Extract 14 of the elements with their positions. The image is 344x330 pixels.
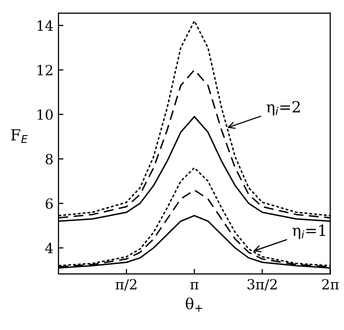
x-tick-label: 2π: [322, 279, 339, 290]
y-tick-label: 12: [38, 64, 52, 76]
x-tick-label: π: [190, 282, 198, 290]
annotation: η$_{i}$=1: [292, 224, 326, 240]
y-tick-label: 8: [46, 154, 53, 164]
y-tick-label: 10: [38, 109, 53, 120]
y-tick-label: 6: [46, 198, 53, 209]
y-tick-label: 4: [45, 242, 53, 254]
annotation: η$_{i}$=2: [266, 101, 300, 116]
x-tick-label: π/2: [116, 279, 136, 291]
y-tick-label: 14: [38, 20, 53, 31]
x-tick-label: 3π/2: [248, 279, 277, 291]
x-axis-title: θ$_{+}$: [186, 297, 202, 312]
y-axis-title: F$_{E}$: [11, 129, 28, 143]
